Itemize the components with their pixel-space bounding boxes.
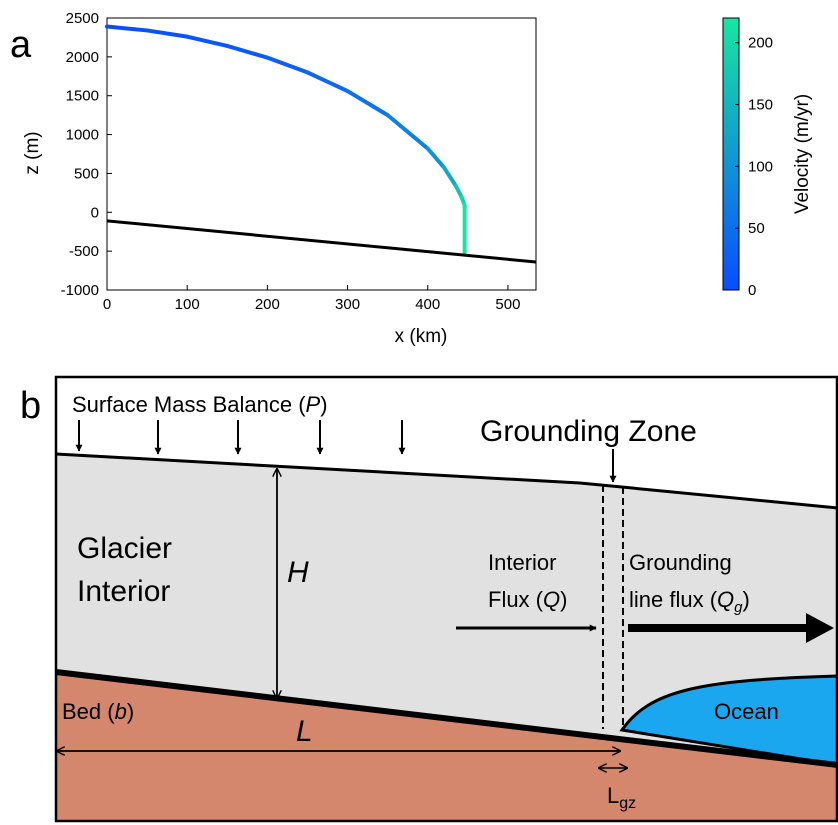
smb-arrows — [75, 420, 406, 455]
panel-b-frame — [54, 375, 838, 823]
x-axis-ticks: 0 100 200 300 400 500 — [103, 285, 520, 313]
y-tick-label: 2500 — [66, 10, 99, 27]
colorbar-tick-label: 150 — [748, 97, 773, 114]
colorbar-ticks: 0 50 100 150 200 — [735, 35, 773, 299]
chart-series — [105, 24, 537, 264]
grounding-flux-arrowhead — [806, 613, 834, 643]
colorbar-tick-label: 100 — [748, 158, 773, 175]
ice-surface-line — [55, 452, 838, 510]
colorbar-label: Velocity (m/yr) — [792, 94, 813, 214]
y-axis-label: z (m) — [22, 131, 43, 174]
chart-a: 0 100 200 300 400 500 -1000 -500 0 500 1000 1500 20… — [22, 10, 537, 347]
ice-surface-segment — [453, 183, 464, 199]
plot-area — [106, 17, 537, 291]
ocean-region — [619, 674, 838, 767]
x-tick-label: 0 — [103, 296, 111, 313]
y-axis-ticks: -1000 -500 0 500 1000 1500 2000 2500 — [61, 10, 112, 299]
ice-surface-segment — [145, 28, 190, 39]
colorbar-tick-label: 0 — [748, 282, 756, 299]
ice-surface-segment — [105, 24, 150, 33]
ice-surface-segment — [345, 89, 390, 118]
panel-a: a 0 100 200 300 400 500 -1000-500050010001500… — [10, 10, 813, 347]
colorbar: 0 50 100 150 200 Velocity (m/yr) — [722, 17, 813, 299]
glacier-ice — [56, 454, 838, 765]
ice-surface-segment — [385, 113, 430, 151]
grounding-zone-label: Grounding Zone — [480, 415, 697, 448]
x-tick-label: 300 — [335, 296, 360, 313]
x-axis-label: x (km) — [395, 326, 448, 347]
grounding-flux-label-1: Grounding — [629, 550, 732, 575]
x-tick-label: 400 — [415, 296, 440, 313]
thickness-label: H — [287, 556, 309, 589]
grounding-flux-label-2: line flux (Qg) — [629, 587, 750, 616]
colorbar-tick-label: 50 — [748, 220, 765, 237]
length-label: L — [296, 715, 313, 748]
y-tick-label: 500 — [74, 165, 99, 182]
x-tick-label: 500 — [495, 296, 520, 313]
smb-label: Surface Mass Balance (P) — [72, 392, 328, 417]
interior-flux-label-2: Flux (Q) — [488, 587, 567, 612]
gz-length-label: Lgz — [607, 783, 636, 812]
interior-flux-label-1: Interior — [488, 550, 556, 575]
colorbar-gradient — [722, 17, 740, 291]
ice-surface-segment — [265, 55, 310, 75]
ice-surface-segment — [185, 34, 230, 48]
y-tick-label: 2000 — [66, 49, 99, 66]
bed-line — [55, 669, 838, 768]
y-tick-label: -500 — [69, 243, 99, 260]
y-tick-label: 1000 — [66, 127, 99, 144]
y-tick-label: -1000 — [61, 282, 99, 299]
bed-line — [106, 219, 537, 264]
panel-b-letter: b — [20, 385, 41, 427]
ice-surface-segment — [441, 165, 458, 188]
colorbar-tick-label: 200 — [748, 35, 773, 52]
x-tick-label: 100 — [175, 296, 200, 313]
ice-surface-segment — [225, 43, 270, 60]
glacier-interior-label-1: Glacier — [77, 532, 172, 565]
x-tick-label: 200 — [255, 296, 280, 313]
ocean-label: Ocean — [714, 699, 779, 724]
panel-b: b Surface Mass Balance (P) Grounding Zon… — [20, 375, 838, 823]
y-tick-label: 0 — [91, 204, 99, 221]
y-tick-label: 1500 — [66, 88, 99, 105]
ice-surface-segment — [425, 146, 446, 170]
ice-surface-segment — [305, 70, 350, 94]
bed-label: Bed (b) — [62, 699, 134, 724]
panel-a-letter: a — [10, 24, 32, 66]
glacier-interior-label-2: Interior — [77, 575, 170, 608]
